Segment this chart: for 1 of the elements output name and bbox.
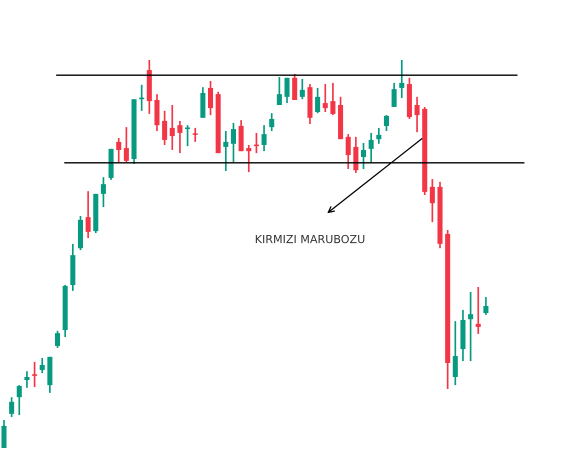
annotation: KIRMIZI MARUBOZU (256, 234, 364, 244)
